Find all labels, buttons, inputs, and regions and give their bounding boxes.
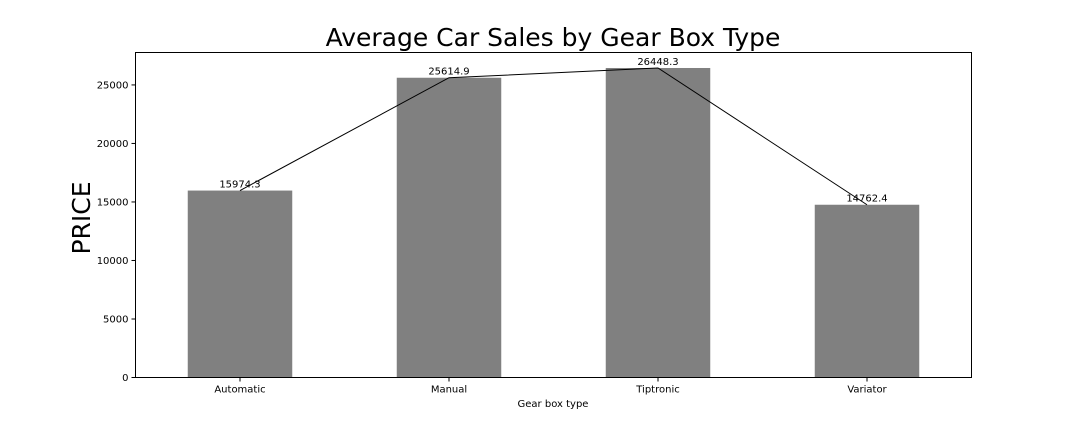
y-tick-label: 10000 (97, 256, 129, 267)
y-tick-label: 15000 (97, 197, 129, 208)
y-tick-label: 0 (122, 373, 128, 384)
x-tick-label: Variator (847, 385, 887, 396)
bar (605, 67, 711, 378)
line-layer (239, 67, 868, 206)
y-tick-label: 25000 (97, 80, 129, 91)
bar (396, 77, 502, 378)
data-labels: 15974.3 25614.9 26448.3 14762.4 (219, 57, 887, 205)
x-tick-label: Automatic (214, 385, 265, 396)
bar (187, 190, 293, 378)
y-tick-label: 20000 (97, 139, 129, 150)
y-axis-label: PRICE (67, 181, 96, 254)
y-ticks: 0 5000 10000 15000 20000 25000 (97, 80, 136, 384)
x-ticks: Automatic Manual Tiptronic Variator (214, 377, 888, 396)
data-label: 14762.4 (846, 194, 887, 205)
bar (814, 204, 920, 378)
chart-title: Average Car Sales by Gear Box Type (326, 23, 781, 52)
x-tick-label: Tiptronic (635, 385, 679, 396)
plot-area-frame (135, 52, 972, 378)
data-label: 25614.9 (428, 67, 469, 78)
data-label: 15974.3 (219, 180, 260, 191)
bars (187, 67, 920, 378)
trend-line (239, 67, 868, 206)
y-tick-label: 5000 (103, 314, 128, 325)
x-tick-label: Manual (431, 385, 467, 396)
data-label: 26448.3 (637, 57, 678, 68)
x-axis-label: Gear box type (518, 399, 589, 410)
